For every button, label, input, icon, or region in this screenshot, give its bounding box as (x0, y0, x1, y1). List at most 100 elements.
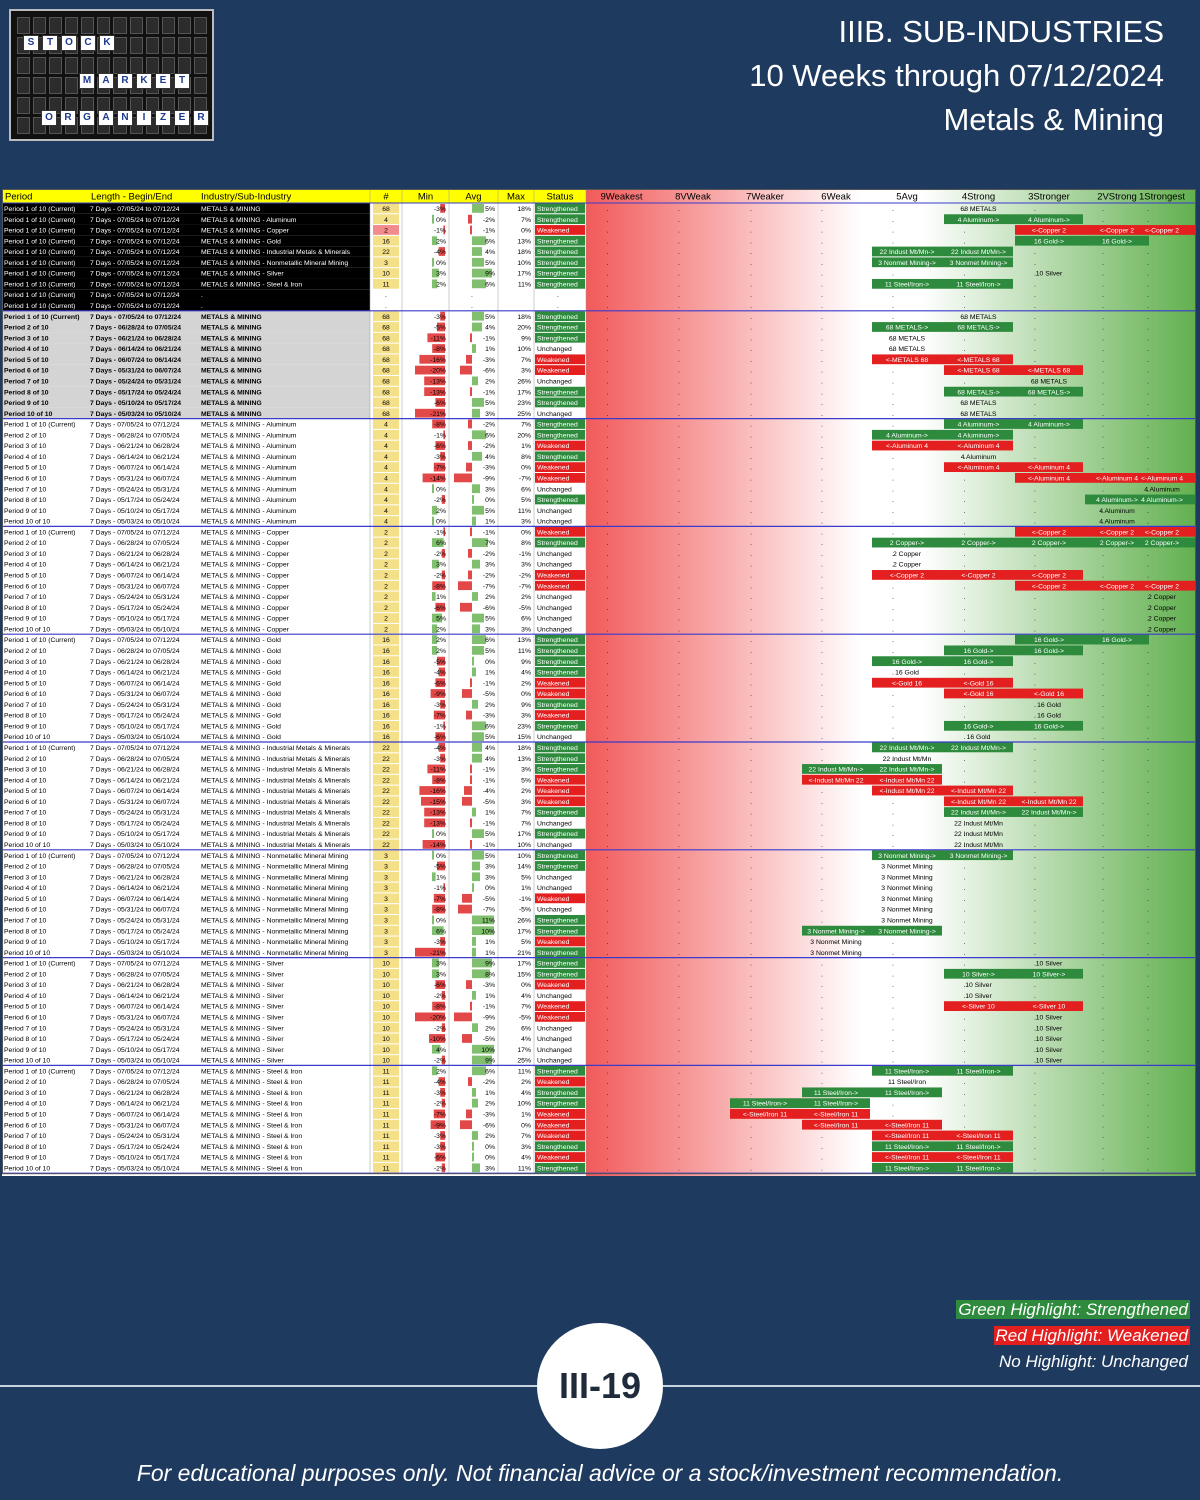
cell-min: -21% (430, 950, 446, 957)
cell-status: Strengthened (537, 1090, 578, 1097)
tier-dot: . (678, 228, 680, 235)
tier-dot: . (607, 1155, 609, 1162)
strength-table: Period Length - Begin/End Industry/Sub-Ind… (2, 189, 1196, 1176)
count-bg (373, 1109, 399, 1119)
tier-dot: . (964, 605, 966, 612)
logo-tile (17, 17, 31, 34)
cell-empty: . (385, 292, 387, 299)
avg-bar (458, 904, 472, 914)
cell-status: Unchanged (537, 605, 572, 612)
tier-dot: . (964, 982, 966, 989)
row-bg (2, 1162, 370, 1174)
tier-dot: . (750, 411, 752, 418)
cell-max: 26% (517, 917, 531, 924)
min-bar (415, 365, 445, 375)
logo-letter: A (98, 73, 114, 89)
min-bar (440, 1087, 445, 1097)
tier-dot: . (678, 1036, 680, 1043)
cell-period: Period 8 of 10 (4, 713, 47, 720)
cell-period: Period 1 of 10 (Current) (4, 281, 75, 288)
tier-dot: . (750, 1047, 752, 1054)
cell-count: 16 (382, 648, 390, 655)
cell-count: 11 (382, 1165, 389, 1172)
status-bg (535, 526, 585, 537)
status-bg (535, 1162, 585, 1173)
avg-bar (472, 926, 494, 936)
row-bg (2, 720, 370, 732)
status-bg (535, 268, 585, 278)
tier-dot: . (1147, 874, 1149, 881)
avg-bar (454, 473, 472, 483)
tier-dot: . (821, 971, 823, 978)
count-bg (373, 742, 399, 753)
tier-label: 11 Steel/Iron-> (885, 1090, 929, 1097)
cell-length: 7 Days - 06/07/24 to 06/14/24 (90, 896, 180, 903)
tier-dot: . (1147, 993, 1149, 1000)
cell-status: Weakened (537, 1122, 570, 1129)
row-bg (2, 472, 370, 484)
tier-label: <-Indust Mt/Mn 22 (809, 777, 864, 784)
min-bar (432, 344, 445, 353)
logo-letter: T (42, 35, 58, 51)
cell-industry: METALS & MINING - Industrial Metals & Mi… (201, 842, 351, 849)
cell-length: 7 Days - 07/05/24 to 07/12/24 (90, 314, 181, 321)
cell-max: 9% (521, 702, 531, 709)
row-stat-bg (370, 763, 586, 775)
tier-label: 3 Nonmet Mining (881, 907, 933, 914)
tier-dot: . (607, 702, 609, 709)
cell-length: 7 Days - 07/05/24 to 07/12/24 (90, 271, 180, 278)
tier-dot: . (1147, 950, 1149, 957)
tier-dot: . (892, 389, 894, 396)
cell-avg: 3% (485, 562, 495, 569)
tier-dot: . (1034, 788, 1036, 795)
cell-empty: . (557, 292, 559, 299)
tier-dot: . (750, 637, 752, 644)
cell-industry: METALS & MINING - Steel & Iron (201, 1112, 302, 1119)
avg-bar (472, 947, 476, 957)
cell-min: 6% (436, 928, 446, 935)
tier-dot: . (1102, 756, 1104, 763)
tier-dot: . (1034, 1165, 1036, 1172)
cell-avg: 5% (485, 734, 495, 741)
cell-status: Weakened (537, 583, 570, 590)
tier-dot: . (678, 594, 680, 601)
logo-tile (97, 57, 111, 74)
cell-count: 3 (384, 950, 388, 957)
avg-bar (462, 893, 472, 903)
avg-bar (472, 656, 474, 666)
cell-period: Period 4 of 10 (4, 993, 47, 1000)
logo-tile (113, 37, 127, 54)
tier-highlight (944, 720, 1083, 731)
count-bg (373, 203, 399, 214)
count-bg (373, 850, 399, 861)
tier-dot: . (750, 734, 752, 741)
tier-dot: . (1034, 497, 1036, 504)
tier-dot: . (821, 626, 823, 633)
cell-status: Unchanged (537, 562, 572, 569)
tier-dot: . (892, 1101, 894, 1108)
cell-status: Unchanged (537, 508, 572, 515)
avg-bar (472, 861, 480, 871)
row-stat-bg (370, 526, 586, 538)
count-bg (373, 462, 399, 472)
tier-dot: . (750, 691, 752, 698)
tier-label: 16 Gold-> (963, 659, 993, 666)
cell-length: 7 Days - 06/21/24 to 06/28/24 (90, 982, 180, 989)
cell-length: 7 Days - 05/24/24 to 05/31/24 (90, 810, 180, 817)
tier-dot: . (678, 281, 680, 288)
status-bg (535, 1119, 585, 1130)
tier-dot: . (750, 799, 752, 806)
min-bar (432, 1001, 445, 1011)
tier-dot: . (1034, 820, 1036, 827)
tier-dot: . (607, 292, 609, 299)
tier-dot: . (821, 562, 823, 569)
cell-period: Period 2 of 10 (4, 432, 47, 439)
row-bg (2, 289, 370, 301)
logo-tile (33, 57, 47, 74)
tier-dot: . (750, 648, 752, 655)
cell-industry: METALS & MINING - Gold (201, 659, 281, 666)
min-bar (441, 1163, 445, 1173)
cell-status: Weakened (537, 465, 570, 472)
cell-industry: METALS & MINING - Nonmetallic Mineral Mi… (201, 950, 348, 957)
tier-dot: . (1147, 767, 1149, 774)
